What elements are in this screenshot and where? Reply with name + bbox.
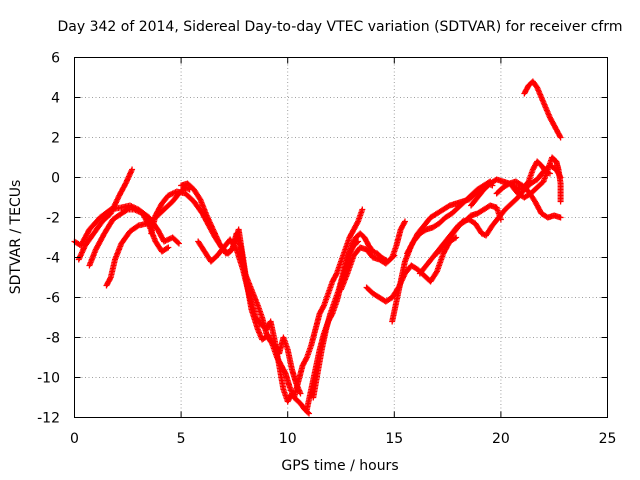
data-point — [174, 239, 181, 246]
axis-ticks — [74, 57, 608, 418]
y-tick-label: 0 — [51, 171, 60, 187]
data-point — [401, 219, 408, 226]
series-arc-11 — [338, 218, 408, 293]
series-arc-6 — [178, 180, 313, 417]
data-point — [359, 206, 366, 213]
y-axis-label: SDTVAR / TECUs — [8, 180, 24, 295]
y-tick-labels: -12 -10 -8 -6 -4 -2 0 2 4 6 — [37, 51, 60, 427]
data-point — [297, 390, 304, 397]
y-tick-label: 6 — [51, 51, 60, 67]
series-arc-14 — [404, 178, 494, 257]
x-axis-label: GPS time / hours — [281, 458, 398, 474]
data-point — [433, 269, 440, 276]
data-point — [557, 214, 564, 221]
data-point — [453, 234, 460, 241]
series-arc-20 — [521, 78, 564, 141]
series-arc-19 — [508, 154, 564, 205]
x-tick-labels: 0 5 10 15 20 25 — [70, 431, 616, 447]
y-tick-label: -4 — [46, 251, 60, 267]
y-tick-label: -2 — [46, 211, 60, 227]
x-tick-label: 25 — [599, 431, 617, 447]
data-point — [306, 410, 313, 417]
chart-title: Day 342 of 2014, Sidereal Day-to-day VTE… — [58, 19, 623, 35]
data-point — [164, 245, 171, 252]
series-arc-3 — [86, 206, 172, 269]
data-point — [451, 235, 458, 242]
y-tick-label: -8 — [46, 331, 60, 347]
data-point — [354, 219, 361, 226]
data-point — [556, 133, 563, 140]
y-tick-label: 2 — [51, 131, 60, 147]
data-point — [401, 218, 408, 225]
y-tick-label: -6 — [46, 291, 60, 307]
data-point — [557, 134, 564, 141]
data-point — [165, 244, 172, 251]
series-arc-8 — [291, 206, 366, 401]
data-point — [123, 207, 130, 214]
data-point — [232, 245, 239, 252]
x-tick-label: 15 — [385, 431, 403, 447]
y-tick-label: 4 — [51, 91, 60, 107]
data-point — [281, 369, 288, 376]
x-tick-label: 5 — [177, 431, 186, 447]
y-tick-label: -10 — [37, 371, 60, 387]
data-point — [303, 355, 310, 362]
data-point — [320, 303, 327, 310]
data-point — [557, 198, 564, 205]
series-arc-2 — [75, 166, 136, 263]
series-arc-10 — [310, 230, 398, 401]
data-point — [175, 240, 182, 247]
data-point — [333, 271, 340, 278]
x-tick-label: 10 — [279, 431, 297, 447]
data-marks — [71, 78, 564, 417]
series-arc-15 — [416, 202, 504, 277]
plot-frame — [74, 57, 608, 418]
series-arc-7 — [195, 236, 295, 405]
data-point — [129, 166, 136, 173]
data-point — [304, 409, 311, 416]
x-tick-label: 0 — [70, 431, 79, 447]
y-tick-label: -12 — [37, 411, 60, 427]
x-tick-label: 20 — [492, 431, 510, 447]
data-point — [107, 275, 114, 282]
